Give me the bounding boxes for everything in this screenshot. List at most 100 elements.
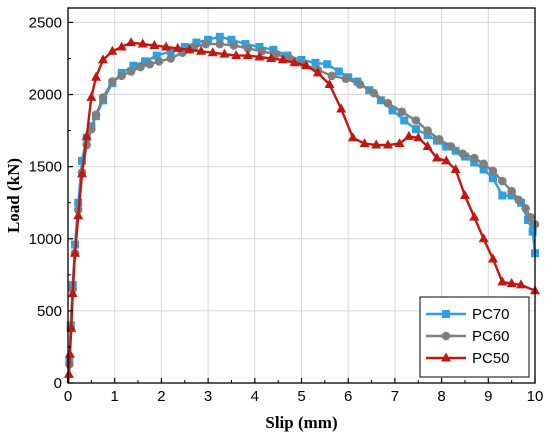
data-point-pc70 (507, 191, 516, 200)
data-point-pc60 (229, 41, 239, 50)
data-point-pc60 (434, 134, 444, 144)
x-axis-title: Slip (mm) (265, 413, 337, 432)
legend-marker-pc70 (442, 310, 450, 318)
data-point-pc50 (441, 155, 452, 165)
data-point-pc50 (487, 253, 498, 263)
series-layer (63, 32, 540, 384)
data-point-pc60 (145, 59, 155, 69)
series-line-pc50 (66, 41, 536, 384)
data-point-pc60 (411, 116, 421, 125)
data-point-pc70 (166, 47, 175, 56)
data-point-pc50 (413, 132, 424, 142)
legend-label-pc50: PC50 (472, 350, 510, 367)
data-point-pc60 (488, 166, 498, 176)
data-point-pc70 (528, 227, 537, 236)
data-point-pc50 (459, 190, 470, 199)
legend-label-pc60: PC60 (472, 328, 510, 345)
data-point-pc50 (219, 48, 230, 58)
data-point-pc70 (479, 165, 488, 174)
legend: PC70 PC60 PC50 (419, 296, 530, 378)
data-point-pc60 (327, 71, 337, 81)
data-point-pc70 (129, 61, 138, 70)
data-point-pc60 (215, 39, 225, 49)
data-point-pc50 (506, 277, 517, 287)
data-point-pc70 (241, 40, 250, 49)
legend-label-pc70: PC70 (472, 306, 510, 323)
legend-marker-pc50 (441, 352, 451, 362)
data-point-pc70 (323, 60, 332, 69)
data-point-pc70 (411, 125, 420, 134)
data-point-pc50 (107, 45, 118, 55)
data-point-pc60 (369, 88, 379, 98)
data-point-pc70 (442, 142, 451, 151)
data-point-pc50 (66, 322, 77, 332)
data-point-pc60 (479, 159, 488, 169)
data-point-pc60 (526, 212, 535, 222)
data-point-pc60 (117, 71, 127, 81)
data-point-pc60 (154, 57, 164, 66)
data-point-pc50 (289, 57, 300, 67)
data-point-pc60 (469, 153, 479, 163)
data-point-pc50 (137, 38, 148, 48)
data-point-pc50 (469, 211, 480, 221)
data-point-pc50 (149, 40, 160, 49)
data-point-pc60 (341, 74, 351, 83)
data-point-pc70 (78, 156, 87, 165)
data-point-pc50 (64, 348, 75, 358)
data-point-pc50 (371, 139, 382, 149)
data-point-pc70 (498, 191, 507, 200)
data-point-pc70 (192, 38, 201, 47)
x-tick-label: 7 (391, 388, 399, 405)
data-point-pc70 (255, 42, 264, 51)
data-point-pc60 (136, 62, 145, 72)
data-point-pc50 (73, 210, 84, 220)
data-point-pc60 (397, 107, 407, 117)
data-point-pc70 (423, 130, 432, 139)
data-point-pc70 (269, 45, 278, 54)
x-tick-label: 0 (64, 388, 72, 405)
data-point-pc50 (277, 54, 288, 64)
series-pc50 (63, 37, 540, 384)
data-point-pc50 (77, 168, 88, 178)
data-point-pc70 (376, 96, 385, 105)
data-point-pc60 (126, 67, 136, 76)
data-point-pc50 (347, 132, 358, 142)
data-point-pc60 (108, 77, 117, 86)
x-tick-label: 1 (111, 388, 119, 405)
data-point-pc50 (497, 276, 508, 286)
data-point-pc50 (161, 41, 172, 51)
data-point-pc50 (242, 50, 253, 60)
data-point-pc60 (446, 142, 456, 151)
data-point-pc60 (423, 126, 432, 135)
data-point-pc60 (514, 195, 523, 205)
data-point-pc60 (243, 44, 253, 53)
data-point-pc50 (207, 47, 218, 57)
data-point-pc50 (478, 233, 489, 243)
data-point-pc70 (297, 55, 306, 64)
data-point-pc70 (227, 35, 236, 44)
data-point-pc50 (81, 130, 92, 140)
data-point-pc50 (86, 91, 97, 101)
data-point-pc50 (336, 103, 347, 113)
data-point-pc50 (515, 279, 526, 289)
data-point-pc50 (67, 288, 78, 298)
y-tick-label: 0 (54, 375, 62, 392)
x-tick-label: 3 (204, 388, 212, 405)
x-tick-label: 8 (437, 388, 445, 405)
data-point-pc50 (70, 247, 81, 257)
y-tick-label: 1500 (29, 159, 62, 176)
x-tick-label: 4 (251, 388, 259, 405)
data-point-pc50 (196, 45, 207, 55)
data-point-pc60 (91, 110, 101, 120)
x-tick-label: 10 (527, 388, 544, 405)
data-point-pc60 (458, 149, 467, 158)
data-point-pc50 (254, 51, 265, 61)
data-point-pc50 (422, 140, 433, 150)
data-point-pc50 (116, 41, 127, 51)
data-point-pc60 (201, 39, 211, 49)
data-point-pc50 (126, 37, 137, 47)
axis-ticks: 0 1 2 3 4 5 6 7 8 9 10 0 500 1000 1500 2000 2500 (29, 14, 544, 405)
data-point-pc70 (180, 42, 189, 51)
data-point-pc50 (450, 164, 461, 174)
